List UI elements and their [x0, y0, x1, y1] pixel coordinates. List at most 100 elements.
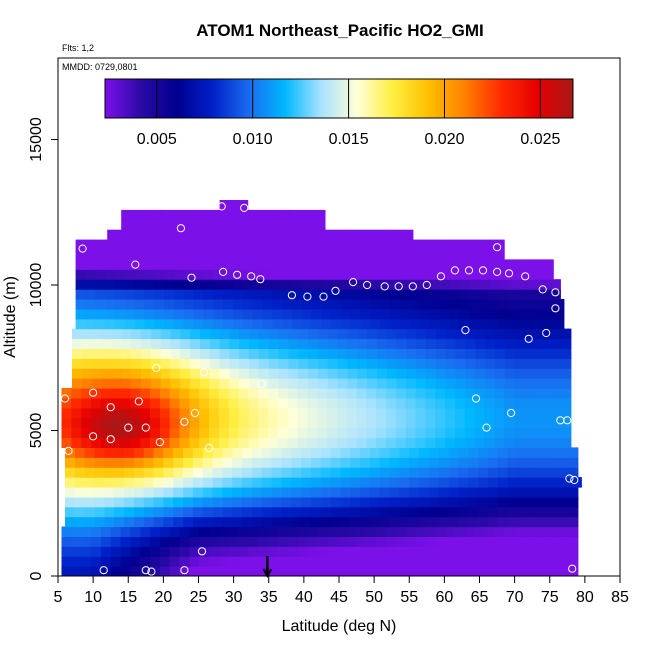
heatmap-cell	[556, 467, 568, 478]
heatmap-cell	[547, 269, 554, 280]
heatmap-cell	[140, 397, 151, 409]
heatmap-cell	[474, 437, 485, 448]
heatmap-cell	[307, 427, 318, 439]
heatmap-cell	[242, 496, 253, 508]
heatmap-cell	[248, 566, 259, 576]
heatmap-cell	[170, 368, 181, 379]
heatmap-cell	[445, 536, 456, 547]
heatmap-cell	[360, 487, 371, 498]
heatmap-cell	[576, 516, 579, 528]
heatmap-cell	[523, 556, 535, 567]
heatmap-cell	[317, 209, 326, 221]
heatmap-cell	[415, 388, 426, 399]
heatmap-cell	[356, 566, 367, 576]
heatmap-cell	[426, 338, 437, 349]
heatmap-cell	[524, 328, 535, 340]
heatmap-cell	[484, 566, 495, 576]
heatmap-cell	[249, 348, 260, 359]
heatmap-cell	[517, 467, 528, 478]
heatmap-cell	[199, 407, 210, 419]
x-tick-label: 5	[54, 589, 63, 606]
observation-point	[563, 416, 572, 425]
heatmap-cell	[229, 358, 240, 369]
heatmap-cell	[366, 437, 377, 448]
heatmap-cell	[504, 407, 515, 419]
heatmap-cell	[84, 506, 96, 518]
heatmap-cell	[277, 526, 289, 537]
heatmap-cell	[258, 546, 269, 557]
heatmap-cell	[189, 388, 200, 399]
observation-point	[349, 278, 358, 287]
heatmap-cell	[228, 407, 240, 419]
heatmap-cell	[485, 378, 496, 389]
heatmap-cell	[150, 338, 162, 349]
heatmap-cell	[533, 536, 544, 547]
heatmap-cell	[287, 556, 299, 567]
heatmap-cell	[478, 477, 489, 488]
heatmap-cell	[199, 338, 211, 349]
heatmap-cell	[366, 407, 377, 419]
observation-point	[478, 266, 488, 275]
heatmap-cell	[114, 457, 125, 468]
heatmap-cell	[114, 259, 126, 270]
heatmap-cell	[419, 279, 431, 290]
heatmap-cell	[331, 249, 342, 260]
colorbar-tick-label: 0.005	[137, 131, 177, 148]
heatmap-cell	[537, 447, 548, 458]
heatmap-cell	[81, 427, 92, 439]
heatmap-cell	[405, 536, 417, 547]
heatmap-cell	[566, 487, 577, 498]
heatmap-cell	[543, 388, 554, 399]
heatmap-cell	[475, 348, 486, 359]
heatmap-cell	[159, 566, 171, 576]
heatmap-cell	[297, 427, 308, 439]
heatmap-cell	[439, 279, 450, 290]
heatmap-cell	[281, 496, 292, 508]
heatmap-cell	[238, 566, 249, 576]
heatmap-cell	[124, 239, 136, 251]
heatmap-cell	[153, 506, 164, 518]
heatmap-cell	[410, 239, 421, 251]
heatmap-cell	[517, 487, 528, 498]
heatmap-cell	[104, 496, 115, 508]
heatmap-cell	[469, 269, 480, 280]
heatmap-cell	[183, 318, 195, 330]
heatmap-cell	[94, 516, 105, 528]
heatmap-cell	[232, 516, 243, 528]
heatmap-cell	[327, 328, 339, 340]
heatmap-cell	[360, 496, 371, 508]
heatmap-cell	[262, 308, 273, 320]
heatmap-cell	[448, 447, 459, 458]
heatmap-cell	[537, 506, 548, 518]
observation-point	[152, 363, 161, 372]
heatmap-cell	[219, 219, 230, 231]
heatmap-cell	[508, 318, 519, 330]
heatmap-cell	[546, 467, 558, 478]
heatmap-cell	[301, 318, 313, 330]
heatmap-cell	[282, 289, 293, 300]
heatmap-cell	[223, 318, 234, 330]
heatmap-cell	[317, 328, 329, 340]
heatmap-cell	[232, 467, 243, 478]
heatmap-cell	[140, 407, 151, 419]
heatmap-cell	[386, 546, 397, 557]
heatmap-cell	[386, 417, 397, 429]
heatmap-cell	[484, 417, 495, 429]
heatmap-cell	[288, 219, 299, 231]
heatmap-cell	[212, 477, 223, 488]
heatmap-cell	[282, 299, 293, 310]
heatmap-cell	[130, 427, 141, 439]
heatmap-cell	[268, 209, 280, 221]
heatmap-cell	[308, 368, 319, 379]
heatmap-cell	[498, 269, 509, 280]
heatmap-cell	[459, 318, 470, 330]
heatmap-cell	[223, 279, 234, 290]
heatmap-cell	[120, 397, 131, 409]
heatmap-cell	[110, 556, 122, 567]
heatmap-cell	[416, 358, 427, 369]
heatmap-cell	[563, 536, 574, 547]
heatmap-cell	[189, 566, 200, 576]
heatmap-cell	[190, 378, 201, 389]
heatmap-cell	[563, 368, 572, 379]
heatmap-cell	[357, 358, 368, 369]
